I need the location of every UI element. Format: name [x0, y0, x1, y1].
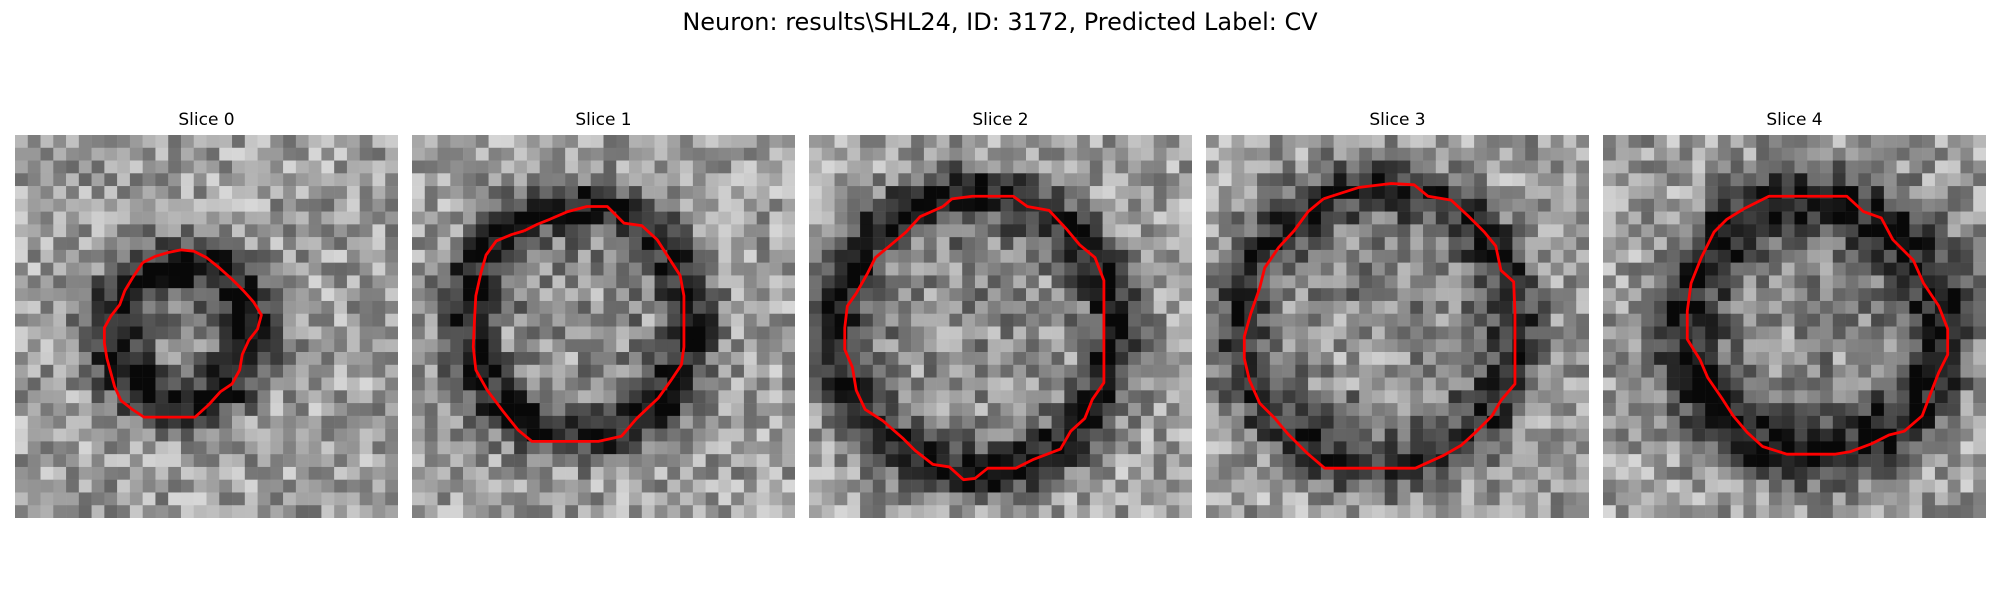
segmentation-contour — [471, 205, 686, 443]
slice-image-3 — [1206, 135, 1589, 518]
slice-title-2: Slice 2 — [972, 110, 1029, 130]
slice-title-4: Slice 4 — [1766, 110, 1823, 130]
segmentation-contour — [1685, 194, 1950, 456]
slice-panel-1: Slice 1 — [412, 110, 795, 518]
slice-image-0 — [15, 135, 398, 518]
slice-image-1 — [412, 135, 795, 518]
slice-image-4 — [1603, 135, 1986, 518]
slice-image-2 — [809, 135, 1192, 518]
slice-panel-3: Slice 3 — [1206, 110, 1589, 518]
segmentation-contour — [843, 194, 1106, 482]
slice-title-1: Slice 1 — [575, 110, 632, 130]
image-pixels — [412, 135, 795, 518]
slice-panel-4: Slice 4 — [1603, 110, 1986, 518]
segmentation-contour — [1242, 182, 1517, 470]
image-pixels — [1603, 135, 1986, 518]
slice-title-3: Slice 3 — [1369, 110, 1426, 130]
slice-panel-0: Slice 0 — [15, 110, 398, 518]
image-pixels — [15, 135, 398, 518]
segmentation-contour — [102, 248, 263, 419]
slice-title-0: Slice 0 — [178, 110, 235, 130]
figure-title: Neuron: results\SHL24, ID: 3172, Predict… — [682, 8, 1318, 36]
image-pixels — [809, 135, 1192, 518]
slice-panel-2: Slice 2 — [809, 110, 1192, 518]
image-pixels — [1206, 135, 1589, 518]
